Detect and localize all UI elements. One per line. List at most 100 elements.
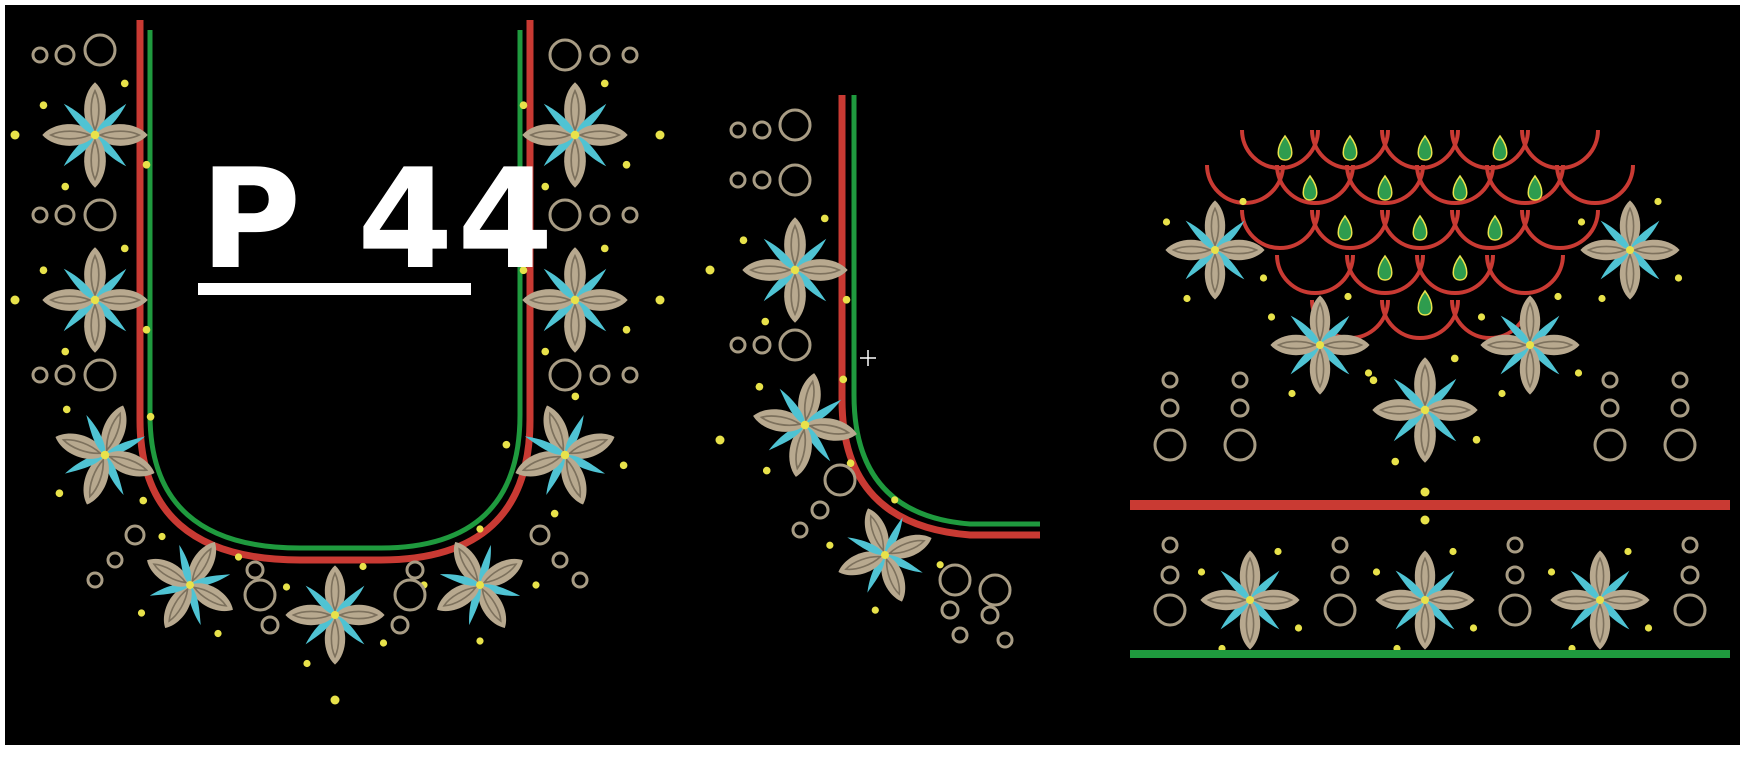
accent-petal <box>95 135 127 167</box>
bead-dot-icon <box>550 509 559 518</box>
bottom-frame-strip <box>0 745 1755 769</box>
accent-petal <box>804 425 831 462</box>
accent-petal <box>1600 570 1630 600</box>
petal-vein <box>330 617 340 659</box>
ring-icon <box>1673 593 1707 627</box>
green-drop-icon <box>1337 214 1353 241</box>
design-code-underline <box>198 283 471 295</box>
bead-dot-icon <box>739 236 748 245</box>
accent-petal <box>1630 250 1660 280</box>
petal-vein <box>1315 347 1325 389</box>
ring-icon <box>778 108 812 142</box>
petal-vein <box>1315 301 1325 343</box>
petal-vein <box>528 130 573 140</box>
lotus-center-dot <box>560 450 570 460</box>
bead-dot-icon <box>1644 624 1653 632</box>
petal-vein <box>482 563 518 584</box>
bead-dot-icon <box>762 466 771 475</box>
accent-petal <box>1425 410 1457 442</box>
bead-dot-icon <box>622 325 631 334</box>
petal-vein <box>797 265 842 275</box>
petal <box>1239 550 1261 600</box>
green-drop-icon <box>1302 174 1318 201</box>
accent-petal <box>1320 345 1350 375</box>
bead-dot-icon <box>234 553 243 561</box>
accent-petal <box>1215 250 1245 280</box>
ring-icon <box>823 463 857 497</box>
lotus-flower-icon <box>1477 292 1583 398</box>
green-drop-icon <box>1452 254 1468 281</box>
petal-vein <box>458 547 479 583</box>
accent-petal <box>95 300 127 332</box>
accent-petal <box>305 615 335 645</box>
lotus-center-dot <box>1421 596 1429 604</box>
accent-petal <box>524 436 565 456</box>
accent-petal <box>565 454 606 474</box>
ring-icon <box>729 171 747 189</box>
ring-icon <box>405 560 425 580</box>
bead-dot-icon <box>1364 369 1373 377</box>
green-drop-icon <box>1377 254 1393 281</box>
bead-dot-icon <box>1577 218 1586 226</box>
lotus-center-dot <box>1626 246 1634 254</box>
accent-petal <box>105 436 146 456</box>
bead-dot-icon <box>214 629 222 638</box>
ring-icon <box>571 571 589 589</box>
bead-dot-icon <box>359 562 367 571</box>
petal-vein <box>790 223 800 268</box>
bead-dot-icon <box>532 581 540 589</box>
ring-icon <box>1330 565 1350 585</box>
bead-dot-icon <box>755 382 764 391</box>
petal <box>522 124 575 146</box>
bead-dot-icon <box>826 541 834 549</box>
bead-dot-icon <box>158 532 166 541</box>
lotus-flower-icon <box>1547 547 1653 653</box>
accent-petal <box>575 103 607 135</box>
ring-icon <box>1153 593 1187 627</box>
bead-dot-icon <box>846 459 855 468</box>
accent-petal <box>149 583 190 596</box>
petal <box>1204 200 1226 250</box>
ring-icon <box>589 204 611 226</box>
bead-dot-icon <box>1369 376 1378 385</box>
bead-dot-icon <box>146 412 155 421</box>
lotus-center-dot <box>570 295 580 305</box>
petal <box>564 82 586 135</box>
bead-dot-icon <box>1259 274 1268 282</box>
ring-icon <box>791 521 809 539</box>
petal-vein <box>90 253 100 298</box>
ring-icon <box>548 358 582 392</box>
bead-dot-icon <box>1498 389 1506 398</box>
petal <box>1309 345 1331 395</box>
petal-vein <box>1210 206 1220 248</box>
accent-petal <box>1395 600 1425 630</box>
accent-petal <box>543 135 575 167</box>
ring-icon <box>589 364 611 386</box>
bead-dot-icon <box>1554 292 1562 301</box>
accent-petal <box>63 135 95 167</box>
petal-vein <box>442 586 478 607</box>
accent-petal <box>190 574 231 587</box>
scallop-arc <box>1555 164 1635 205</box>
lotus-flower-icon <box>420 525 540 645</box>
accent-petal <box>885 554 923 573</box>
petal <box>437 583 480 612</box>
petal <box>1165 239 1215 261</box>
accent-petal <box>795 270 827 302</box>
accent-petal <box>575 268 607 300</box>
bead-dot-icon <box>839 375 848 384</box>
petal <box>564 300 586 353</box>
bead-dot-icon <box>891 496 899 504</box>
ring-icon <box>83 358 117 392</box>
petal <box>1589 600 1611 650</box>
accent-petal <box>1250 570 1280 600</box>
ring-icon <box>54 364 76 386</box>
accent-petal <box>335 585 365 615</box>
petal-vein <box>481 587 502 623</box>
ring-icon <box>393 578 427 612</box>
petal <box>1215 239 1265 261</box>
lotus-flower-icon <box>1372 547 1478 653</box>
accent-petal <box>1393 410 1425 442</box>
petal-vein <box>1322 340 1364 350</box>
bead-dot-icon <box>936 561 944 569</box>
